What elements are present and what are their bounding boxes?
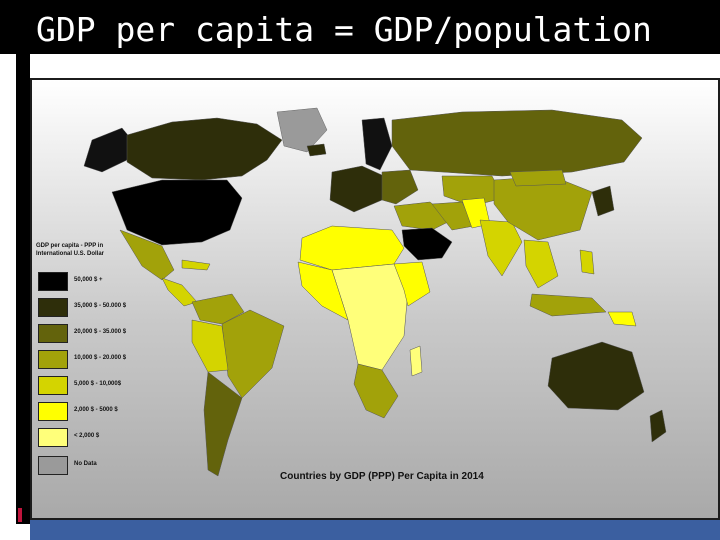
- legend-swatch: [38, 456, 68, 475]
- indonesia-region: [529, 293, 607, 317]
- colombia-venezuela-region: [191, 293, 245, 325]
- brazil-region: [221, 309, 285, 399]
- caribbean-region: [181, 259, 211, 271]
- kazakhstan-region: [441, 175, 505, 207]
- canada-region: [126, 117, 283, 181]
- eastern-europe-region: [381, 169, 419, 205]
- legend-swatch: [38, 272, 68, 291]
- philippines-region: [579, 249, 595, 275]
- legend-label: < 2,000 $: [74, 433, 100, 439]
- west-africa-region: [297, 261, 349, 321]
- legend-label: 2,000 $ - 5000 $: [74, 407, 118, 413]
- southeast-asia-region: [523, 239, 559, 289]
- russia-region: [391, 109, 643, 177]
- legend-label: 50,000 $ +: [74, 277, 103, 283]
- saudi-gulf-region: [401, 227, 453, 261]
- legend-title-line2: International U.S. Dollar: [36, 251, 105, 257]
- legend-swatch: [38, 402, 68, 421]
- legend-title: GDP per capita - PPP in International U.…: [36, 242, 136, 258]
- legend-swatch: [38, 376, 68, 395]
- southern-africa-region: [353, 363, 399, 419]
- map-caption: Countries by GDP (PPP) Per Capita in 201…: [280, 471, 484, 482]
- madagascar-region: [409, 345, 423, 377]
- legend-swatch: [38, 350, 68, 369]
- east-africa-region: [393, 261, 431, 307]
- scandinavia-region: [361, 117, 393, 171]
- world-map-image: GDP per capita - PPP in International U.…: [30, 78, 720, 520]
- greenland-region: [276, 107, 328, 153]
- legend-label: 35,000 $ - 50.000 $: [74, 303, 127, 309]
- usa-region: [111, 179, 243, 246]
- legend-swatch: [38, 298, 68, 317]
- india-region: [479, 219, 523, 277]
- legend-swatch: [38, 324, 68, 343]
- legend-label: 20,000 $ - 35.000 $: [74, 329, 127, 335]
- legend-label: No Data: [74, 461, 97, 467]
- world-map-svg: [32, 80, 718, 518]
- korea-japan-region: [591, 185, 615, 217]
- slide-title: GDP per capita = GDP/population: [36, 10, 652, 49]
- north-africa-region: [299, 225, 405, 271]
- legend-title-line1: GDP per capita - PPP in: [36, 243, 104, 249]
- papua-new-guinea-region: [607, 311, 637, 327]
- peru-bolivia-region: [191, 319, 229, 373]
- red-accent-mark: [18, 508, 22, 522]
- legend-swatch: [38, 428, 68, 447]
- legend-label: 5,000 $ - 10,000$: [74, 381, 122, 387]
- left-edge-bar: [16, 54, 30, 524]
- australia-region: [547, 341, 645, 411]
- central-america-region: [161, 277, 198, 307]
- legend-label: 10,000 $ - 20.000 $: [74, 355, 127, 361]
- new-zealand-region: [649, 409, 667, 443]
- mongolia-region: [509, 169, 567, 187]
- mexico-region: [119, 229, 175, 281]
- argentina-chile-region: [203, 371, 243, 477]
- iceland-region: [306, 143, 327, 157]
- bottom-accent-strip: [30, 520, 720, 540]
